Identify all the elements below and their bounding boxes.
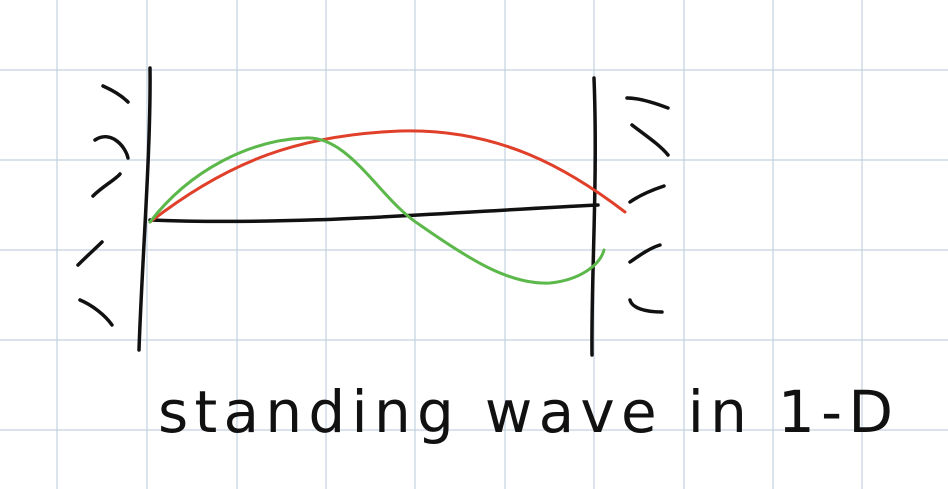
string-rest bbox=[148, 203, 600, 224]
hatch bbox=[101, 84, 130, 104]
hatch bbox=[76, 240, 104, 267]
second-mode bbox=[148, 136, 606, 285]
hatch bbox=[93, 135, 130, 160]
hatch bbox=[628, 184, 666, 204]
hatch bbox=[628, 298, 664, 314]
hatch bbox=[78, 298, 114, 327]
hatch bbox=[628, 243, 662, 264]
right-wall bbox=[590, 76, 597, 357]
walls bbox=[76, 66, 670, 357]
hatch bbox=[91, 172, 122, 198]
caption: standing wave in 1-D bbox=[158, 378, 893, 446]
hatch bbox=[625, 96, 670, 110]
fundamental-mode bbox=[148, 129, 627, 224]
hatch bbox=[630, 123, 670, 157]
left-wall bbox=[137, 66, 152, 352]
